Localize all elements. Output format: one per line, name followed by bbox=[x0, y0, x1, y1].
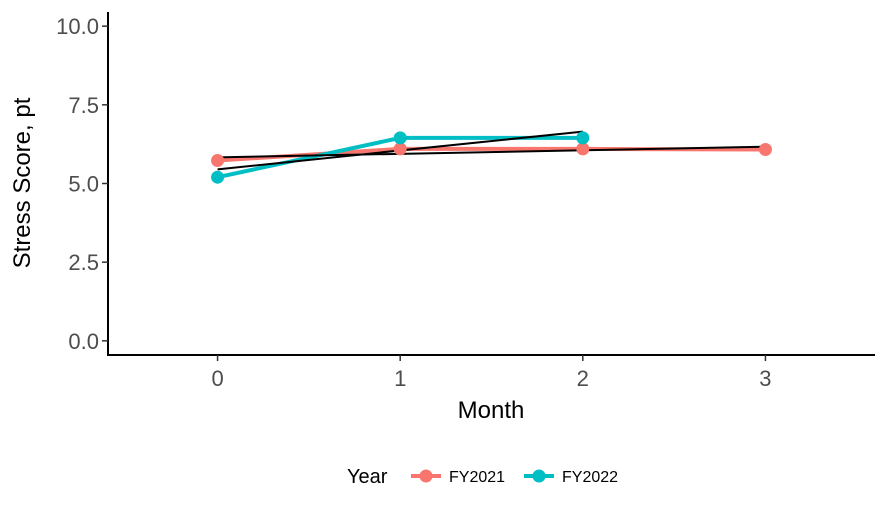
series-lines bbox=[217, 135, 766, 180]
legend-label: FY2022 bbox=[562, 469, 618, 486]
legend-key-point bbox=[532, 469, 546, 483]
data-point-fy2021 bbox=[576, 142, 590, 156]
x-tick-label: 0 bbox=[211, 366, 223, 391]
legend-item-fy2021: FY2021 bbox=[411, 469, 505, 486]
axes bbox=[107, 12, 875, 356]
data-point-fy2022 bbox=[393, 131, 407, 145]
data-point-fy2022 bbox=[211, 170, 225, 184]
x-tick-label: 2 bbox=[577, 366, 589, 391]
data-point-fy2021 bbox=[758, 143, 772, 157]
data-point-fy2021 bbox=[393, 142, 407, 156]
y-tick-label: 0.0 bbox=[68, 329, 99, 354]
series-points bbox=[211, 131, 772, 184]
x-axis-title: Month bbox=[458, 397, 525, 424]
y-ticks: 0.0 2.5 5.0 7.5 10.0 bbox=[56, 14, 108, 354]
trend-line bbox=[217, 145, 766, 159]
legend-key-point bbox=[419, 469, 433, 483]
y-tick-label: 7.5 bbox=[68, 93, 99, 118]
x-tick-label: 1 bbox=[394, 366, 406, 391]
x-ticks: 0 1 2 3 bbox=[211, 355, 772, 391]
y-tick-label: 2.5 bbox=[68, 250, 99, 275]
y-axis-title: Stress Score, pt bbox=[9, 97, 36, 268]
data-point-fy2021 bbox=[211, 154, 225, 168]
legend-title: Year bbox=[347, 466, 388, 488]
legend-item-fy2022: FY2022 bbox=[524, 469, 618, 486]
x-tick-label: 3 bbox=[759, 366, 771, 391]
legend: Year FY2021 FY2022 bbox=[347, 466, 618, 488]
y-tick-label: 10.0 bbox=[56, 14, 99, 39]
y-tick-label: 5.0 bbox=[68, 172, 99, 197]
legend-label: FY2021 bbox=[449, 469, 505, 486]
legend-items: FY2021 FY2022 bbox=[411, 469, 618, 486]
data-point-fy2022 bbox=[576, 131, 590, 145]
